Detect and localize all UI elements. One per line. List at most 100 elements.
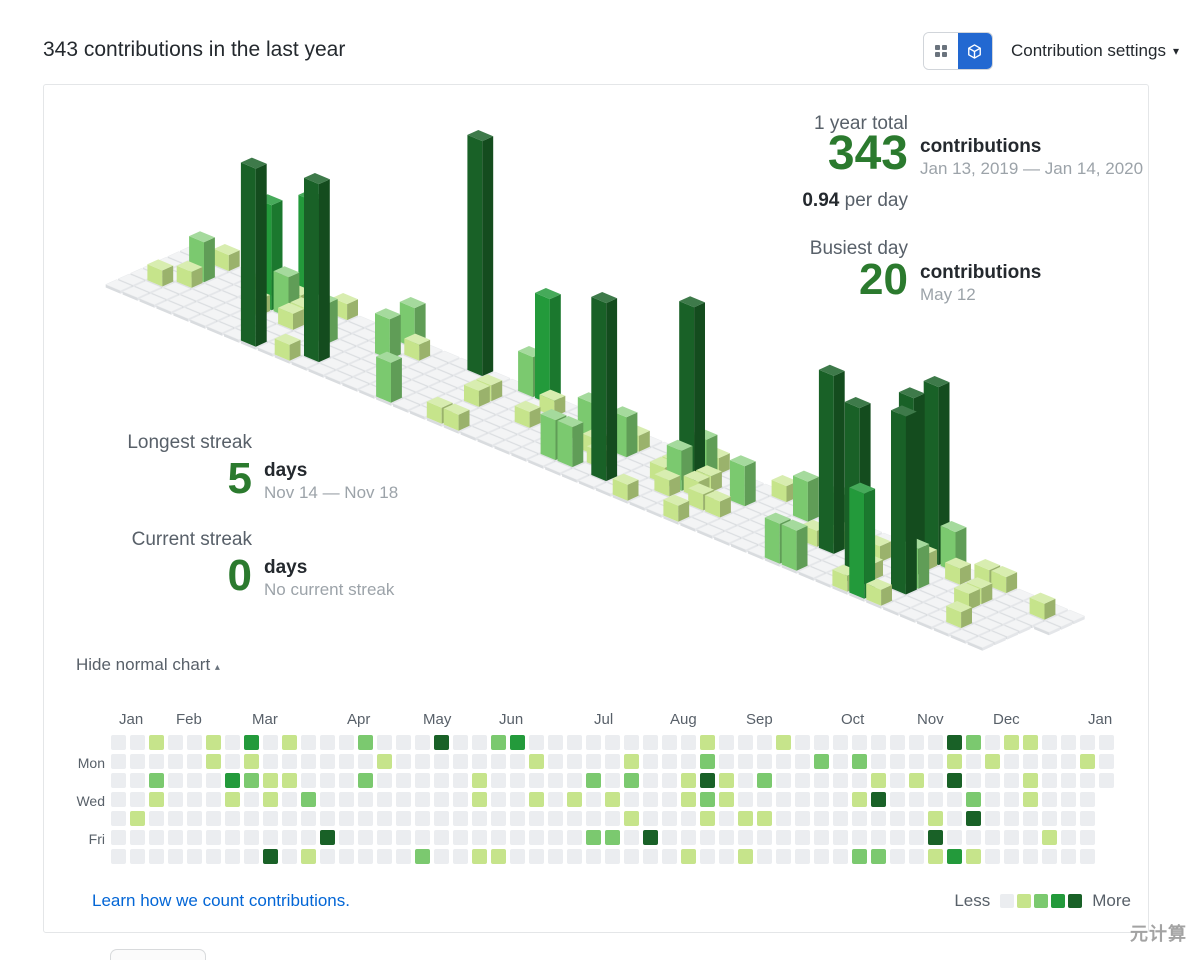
calendar-cell: [776, 735, 791, 750]
calendar-cell: [662, 849, 677, 864]
calendar-cell: [320, 754, 335, 769]
calendar-cell: [795, 773, 810, 788]
calendar-cell: [453, 773, 468, 788]
calendar-cell: [396, 830, 411, 845]
calendar-cell: [358, 830, 373, 845]
calendar-cell: [1061, 792, 1076, 807]
calendar-cell: [548, 811, 563, 826]
busiest-day-label-row: Busiest day: [668, 238, 1148, 260]
calendar-cell: [206, 792, 221, 807]
calendar-cell: [339, 811, 354, 826]
calendar-cell: [681, 735, 696, 750]
calendar-cell: [453, 849, 468, 864]
calendar-cell: [491, 830, 506, 845]
chevron-up-icon: ▴: [214, 662, 220, 673]
calendar-cell: [567, 830, 582, 845]
calendar-cell: [985, 792, 1000, 807]
calendar-cell: [1023, 830, 1038, 845]
calendar-cell: [833, 754, 848, 769]
calendar-cell: [966, 830, 981, 845]
calendar-cell: [491, 773, 506, 788]
calendar-cell: [415, 735, 430, 750]
calendar-cell: [719, 811, 734, 826]
calendar-cell: [586, 792, 601, 807]
month-label: Aug: [670, 711, 697, 728]
calendar-cell: [244, 849, 259, 864]
calendar-cell: [605, 735, 620, 750]
calendar-cell: [529, 811, 544, 826]
calendar-cell: [605, 811, 620, 826]
calendar-cell: [852, 811, 867, 826]
calendar-cell: [1061, 830, 1076, 845]
calendar-cell: [700, 792, 715, 807]
calendar-cell: [605, 849, 620, 864]
calendar-cell: [206, 830, 221, 845]
calendar-cell: [168, 830, 183, 845]
calendar-cell: [738, 773, 753, 788]
calendar-cell: [776, 754, 791, 769]
contribution-legend: Less More: [954, 891, 1131, 911]
calendar-cell: [149, 792, 164, 807]
calendar-cell: [1099, 754, 1114, 769]
calendar-cell: [624, 792, 639, 807]
current-streak-unit: days: [264, 557, 308, 578]
calendar-cell: [681, 754, 696, 769]
calendar-cell: [377, 792, 392, 807]
calendar-cell: [814, 792, 829, 807]
calendar-cell: [909, 735, 924, 750]
calendar-cell: [586, 849, 601, 864]
per-day-row: 0.94 per day: [668, 190, 1148, 212]
header-controls: Contribution settings ▾: [922, 32, 1179, 70]
calendar-cell: [282, 830, 297, 845]
month-label: Feb: [176, 711, 202, 728]
calendar-cell: [244, 754, 259, 769]
calendar-cell: [1023, 811, 1038, 826]
calendar-cell: [871, 811, 886, 826]
grid-view-button[interactable]: [923, 33, 958, 69]
calendar-cell: [985, 811, 1000, 826]
calendar-cell: [1042, 811, 1057, 826]
calendar-cell: [149, 849, 164, 864]
calendar-cell: [548, 830, 563, 845]
learn-contributions-link[interactable]: Learn how we count contributions.: [92, 891, 350, 910]
current-streak-value: 0: [227, 551, 252, 600]
calendar-cell: [396, 735, 411, 750]
calendar-cell: [282, 754, 297, 769]
calendar-cell: [757, 754, 772, 769]
calendar-cell: [681, 811, 696, 826]
calendar-cell: [187, 849, 202, 864]
legend-swatch: [1017, 894, 1032, 908]
calendar-cell: [681, 849, 696, 864]
calendar-cell: [358, 849, 373, 864]
calendar-cell: [434, 773, 449, 788]
calendar-cell: [453, 735, 468, 750]
hide-normal-chart-toggle[interactable]: Hide normal chart ▴: [76, 655, 220, 675]
calendar-cell: [529, 849, 544, 864]
longest-streak-block: Longest streak 5 days Nov 14 — Nov 18: [76, 432, 436, 503]
calendar-cell: [339, 773, 354, 788]
contribution-settings-label: Contribution settings: [1010, 41, 1166, 60]
calendar-cell: [1099, 773, 1114, 788]
calendar-cell: [491, 792, 506, 807]
isometric-view-button[interactable]: [957, 33, 992, 69]
calendar-cell: [434, 811, 449, 826]
calendar-cell: [434, 830, 449, 845]
calendar-cell: [871, 773, 886, 788]
calendar-cell: [130, 735, 145, 750]
calendar-cell: [301, 849, 316, 864]
contribution-settings-dropdown[interactable]: Contribution settings ▾: [1011, 41, 1179, 61]
calendar-cell: [472, 811, 487, 826]
calendar-cell: [890, 830, 905, 845]
calendar-cell: [738, 830, 753, 845]
calendar-cell: [225, 735, 240, 750]
calendar-cell: [282, 735, 297, 750]
calendar-cell: [966, 735, 981, 750]
calendar-cell: [985, 773, 1000, 788]
calendar-cell: [985, 754, 1000, 769]
month-label: May: [423, 711, 452, 728]
calendar-cell: [662, 773, 677, 788]
calendar-cell: [510, 830, 525, 845]
calendar-cell: [111, 830, 126, 845]
partial-button-top[interactable]: [110, 949, 206, 960]
calendar-cell: [586, 773, 601, 788]
